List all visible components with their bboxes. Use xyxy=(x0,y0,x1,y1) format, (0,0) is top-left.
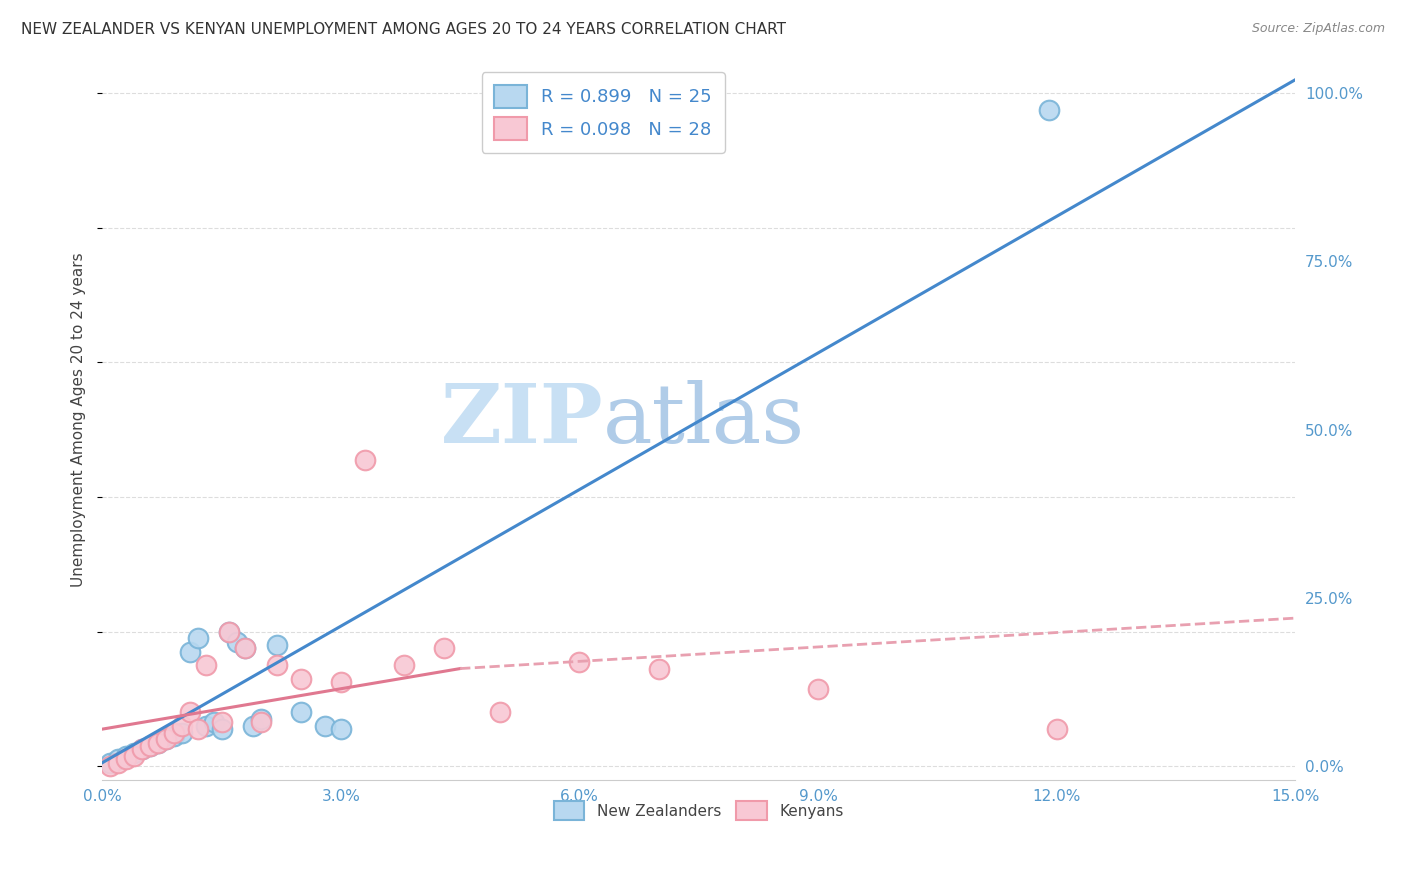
Text: NEW ZEALANDER VS KENYAN UNEMPLOYMENT AMONG AGES 20 TO 24 YEARS CORRELATION CHART: NEW ZEALANDER VS KENYAN UNEMPLOYMENT AMO… xyxy=(21,22,786,37)
Point xyxy=(170,719,193,733)
Legend: New Zealanders, Kenyans: New Zealanders, Kenyans xyxy=(548,795,849,826)
Y-axis label: Unemployment Among Ages 20 to 24 years: Unemployment Among Ages 20 to 24 years xyxy=(72,252,86,587)
Point xyxy=(648,662,671,676)
Point xyxy=(489,706,512,720)
Point xyxy=(194,719,217,733)
Point xyxy=(218,624,240,639)
Point xyxy=(202,715,225,730)
Point xyxy=(98,756,121,770)
Point xyxy=(131,742,153,756)
Point xyxy=(139,739,162,753)
Point xyxy=(353,453,375,467)
Point xyxy=(187,722,209,736)
Point xyxy=(1045,722,1067,736)
Point xyxy=(131,742,153,756)
Point xyxy=(235,641,257,656)
Point xyxy=(179,706,201,720)
Point xyxy=(1038,103,1060,117)
Point xyxy=(250,712,273,726)
Point xyxy=(329,722,352,736)
Text: ZIP: ZIP xyxy=(440,380,603,459)
Point xyxy=(226,634,249,648)
Point xyxy=(218,624,240,639)
Point xyxy=(242,719,264,733)
Point xyxy=(146,736,169,750)
Point xyxy=(314,719,336,733)
Point xyxy=(290,672,312,686)
Point xyxy=(266,638,288,652)
Point xyxy=(98,759,121,773)
Point xyxy=(139,739,162,753)
Point xyxy=(179,645,201,659)
Point xyxy=(807,681,830,696)
Point xyxy=(155,732,177,747)
Point xyxy=(211,715,233,730)
Point xyxy=(155,732,177,747)
Point xyxy=(568,655,591,669)
Point xyxy=(235,641,257,656)
Point xyxy=(266,658,288,673)
Point xyxy=(211,722,233,736)
Point xyxy=(115,752,138,766)
Point xyxy=(290,706,312,720)
Point xyxy=(115,749,138,764)
Point xyxy=(329,675,352,690)
Point xyxy=(250,715,273,730)
Point xyxy=(433,641,456,656)
Point xyxy=(194,658,217,673)
Point xyxy=(107,756,129,770)
Text: atlas: atlas xyxy=(603,380,806,459)
Point xyxy=(163,725,186,739)
Point xyxy=(107,752,129,766)
Point xyxy=(170,725,193,739)
Point xyxy=(146,736,169,750)
Point xyxy=(163,729,186,743)
Point xyxy=(122,746,145,760)
Point xyxy=(122,749,145,764)
Text: Source: ZipAtlas.com: Source: ZipAtlas.com xyxy=(1251,22,1385,36)
Point xyxy=(394,658,416,673)
Point xyxy=(187,632,209,646)
